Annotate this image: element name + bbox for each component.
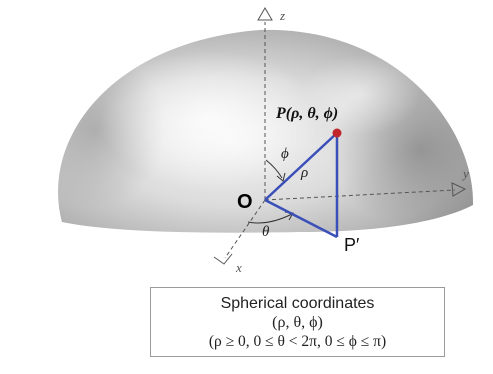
phi-label: ϕ	[281, 146, 289, 162]
z-axis-label: z	[279, 8, 285, 23]
x-axis	[224, 199, 266, 259]
y-axis-label: y	[461, 166, 469, 181]
caption-tuple: (ρ, θ, ϕ)	[272, 314, 323, 331]
theta-label: θ	[262, 224, 270, 240]
origin-label: O	[237, 191, 253, 213]
projection-p-label: P′	[344, 235, 360, 255]
caption-box: Spherical coordinates (ρ, θ, ϕ) (ρ ≥ 0, …	[150, 287, 445, 357]
phi-arc	[265, 159, 283, 179]
y-axis	[264, 189, 456, 201]
x-axis-label: x	[235, 260, 242, 275]
rho-segment	[264, 132, 338, 201]
y-axis-arrowhead	[451, 182, 467, 197]
x-axis-arrowhead	[213, 253, 233, 265]
point-p-label: P(ρ, θ, ϕ)	[275, 105, 338, 122]
point-p-marker	[332, 128, 342, 138]
z-axis-arrowhead	[257, 7, 273, 21]
caption-title: Spherical coordinates	[220, 295, 375, 312]
caption-range: (ρ ≥ 0, 0 ≤ θ < 2π, 0 ≤ ϕ ≤ π)	[208, 333, 387, 350]
theta-arc	[247, 213, 293, 224]
phi-arrowhead	[276, 172, 286, 182]
rho-label: ρ	[300, 165, 308, 181]
projection-segment	[264, 198, 338, 239]
